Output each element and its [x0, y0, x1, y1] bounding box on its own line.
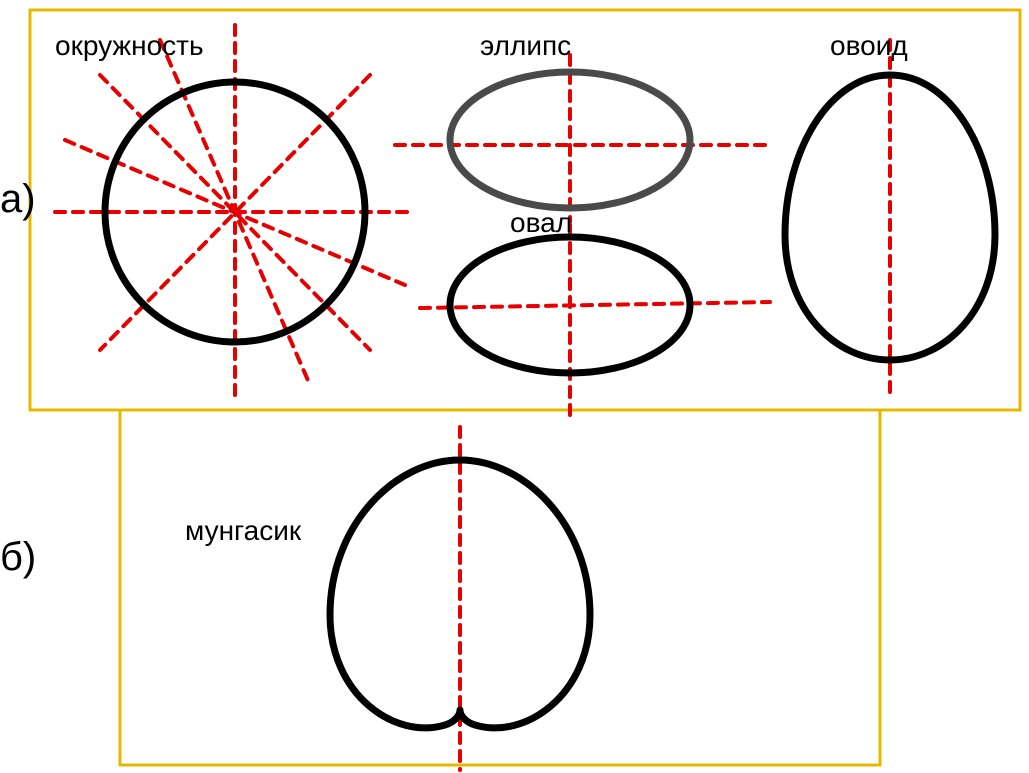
ovoid-label: овоид [830, 30, 908, 61]
row-label-b: б) [0, 535, 36, 579]
oval-label: овал [510, 207, 572, 238]
ellipse-label: эллипс [480, 30, 571, 61]
row-label-a: а) [0, 177, 36, 221]
canvas-bg [0, 0, 1029, 773]
circle-label: окружность [55, 30, 204, 61]
mungasik-label: мунгасик [185, 515, 302, 546]
